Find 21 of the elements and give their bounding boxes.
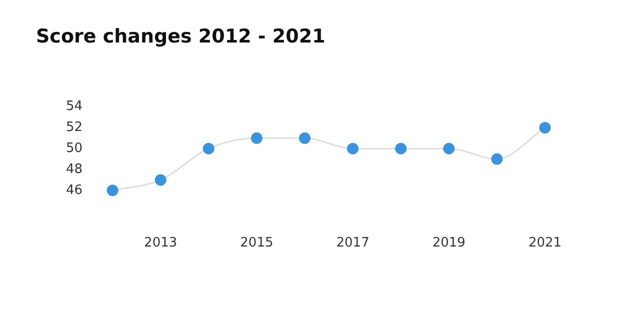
- point: [154, 174, 166, 186]
- chart-title: Score changes 2012 - 2021: [36, 25, 326, 48]
- x-tick-label: 2015: [240, 236, 274, 251]
- point: [347, 142, 359, 154]
- y-tick-label: 52: [66, 120, 83, 136]
- point: [491, 153, 503, 165]
- point: [539, 122, 551, 134]
- point: [250, 132, 262, 144]
- x-tick-label: 2017: [336, 236, 370, 251]
- y-tick-label: 54: [66, 99, 83, 114]
- y-tick-label: 50: [66, 140, 83, 156]
- point: [395, 142, 407, 154]
- point: [443, 142, 455, 154]
- point: [202, 142, 214, 154]
- point: [298, 132, 310, 144]
- x-tick-label: 2013: [144, 236, 178, 251]
- point: [106, 184, 118, 196]
- x-tick-label: 2019: [432, 236, 466, 251]
- y-tick-label: 46: [66, 182, 83, 198]
- x-tick-label: 2021: [528, 236, 562, 251]
- y-tick-label: 48: [66, 162, 83, 177]
